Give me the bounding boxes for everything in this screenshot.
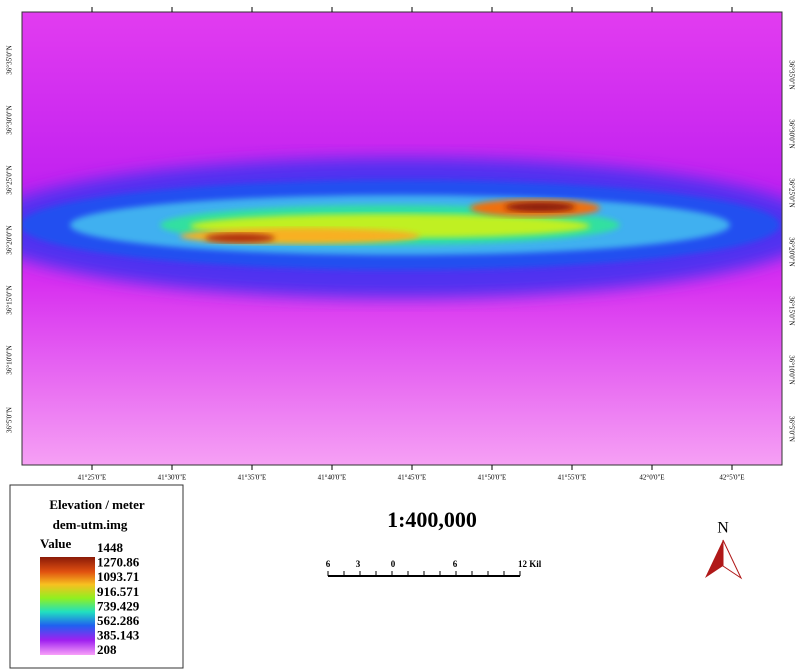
lat-label: 36°5'0"N: [6, 407, 14, 433]
north-label: N: [717, 520, 729, 537]
lon-label: 41°40'0"E: [318, 474, 347, 482]
legend-value: 208: [97, 642, 117, 657]
lat-label: 36°25'0"N: [6, 165, 14, 194]
scale-label: 0: [391, 559, 396, 569]
lat-label: 36°10'0"N: [787, 355, 795, 384]
lat-label: 36°15'0"N: [787, 296, 795, 325]
legend-value: 916.571: [97, 584, 139, 599]
scale-ratio: 1:400,000: [387, 507, 477, 532]
lon-label: 41°55'0"E: [558, 474, 587, 482]
legend-value: 562.286: [97, 613, 140, 628]
legend-value: 1270.86: [97, 555, 140, 570]
north-arrow: [705, 540, 723, 578]
legend-value-label: Value: [40, 536, 72, 551]
lat-label: 36°30'0"N: [6, 105, 14, 134]
lat-label: 36°30'0"N: [787, 119, 795, 148]
scale-label: 12 Kil: [518, 559, 542, 569]
north-arrow: [723, 540, 741, 578]
lat-label: 36°25'0"N: [787, 178, 795, 207]
legend-file: dem-utm.img: [53, 517, 128, 532]
lon-label: 41°45'0"E: [398, 474, 427, 482]
lat-label: 36°35'0"N: [787, 60, 795, 89]
lat-label: 36°20'0"N: [787, 237, 795, 266]
legend-value: 739.429: [97, 598, 140, 613]
lon-label: 41°35'0"E: [238, 474, 267, 482]
lon-label: 41°25'0"E: [78, 474, 107, 482]
elevation-raster: [0, 12, 798, 465]
legend-ramp: [40, 557, 95, 655]
scale-label: 3: [356, 559, 361, 569]
legend-value: 385.143: [97, 628, 140, 643]
lat-label: 36°20'0"N: [6, 225, 14, 254]
scale-label: 6: [326, 559, 331, 569]
legend-title: Elevation / meter: [49, 497, 145, 512]
legend-value: 1448: [97, 540, 124, 555]
lon-label: 41°50'0"E: [478, 474, 507, 482]
lat-label: 36°10'0"N: [6, 345, 14, 374]
legend-value: 1093.71: [97, 569, 139, 584]
lat-label: 36°15'0"N: [6, 285, 14, 314]
lon-label: 42°5'0"E: [719, 474, 744, 482]
scale-label: 6: [453, 559, 458, 569]
lat-label: 36°35'0"N: [6, 45, 14, 74]
map-page: 41°25'0"E 41°30'0"E 41°35'0"E 41°40'0"E 41°4…: [0, 0, 798, 672]
lon-label: 41°30'0"E: [158, 474, 187, 482]
lon-label: 42°0'0"E: [639, 474, 664, 482]
lat-label: 36°5'0"N: [787, 416, 795, 442]
